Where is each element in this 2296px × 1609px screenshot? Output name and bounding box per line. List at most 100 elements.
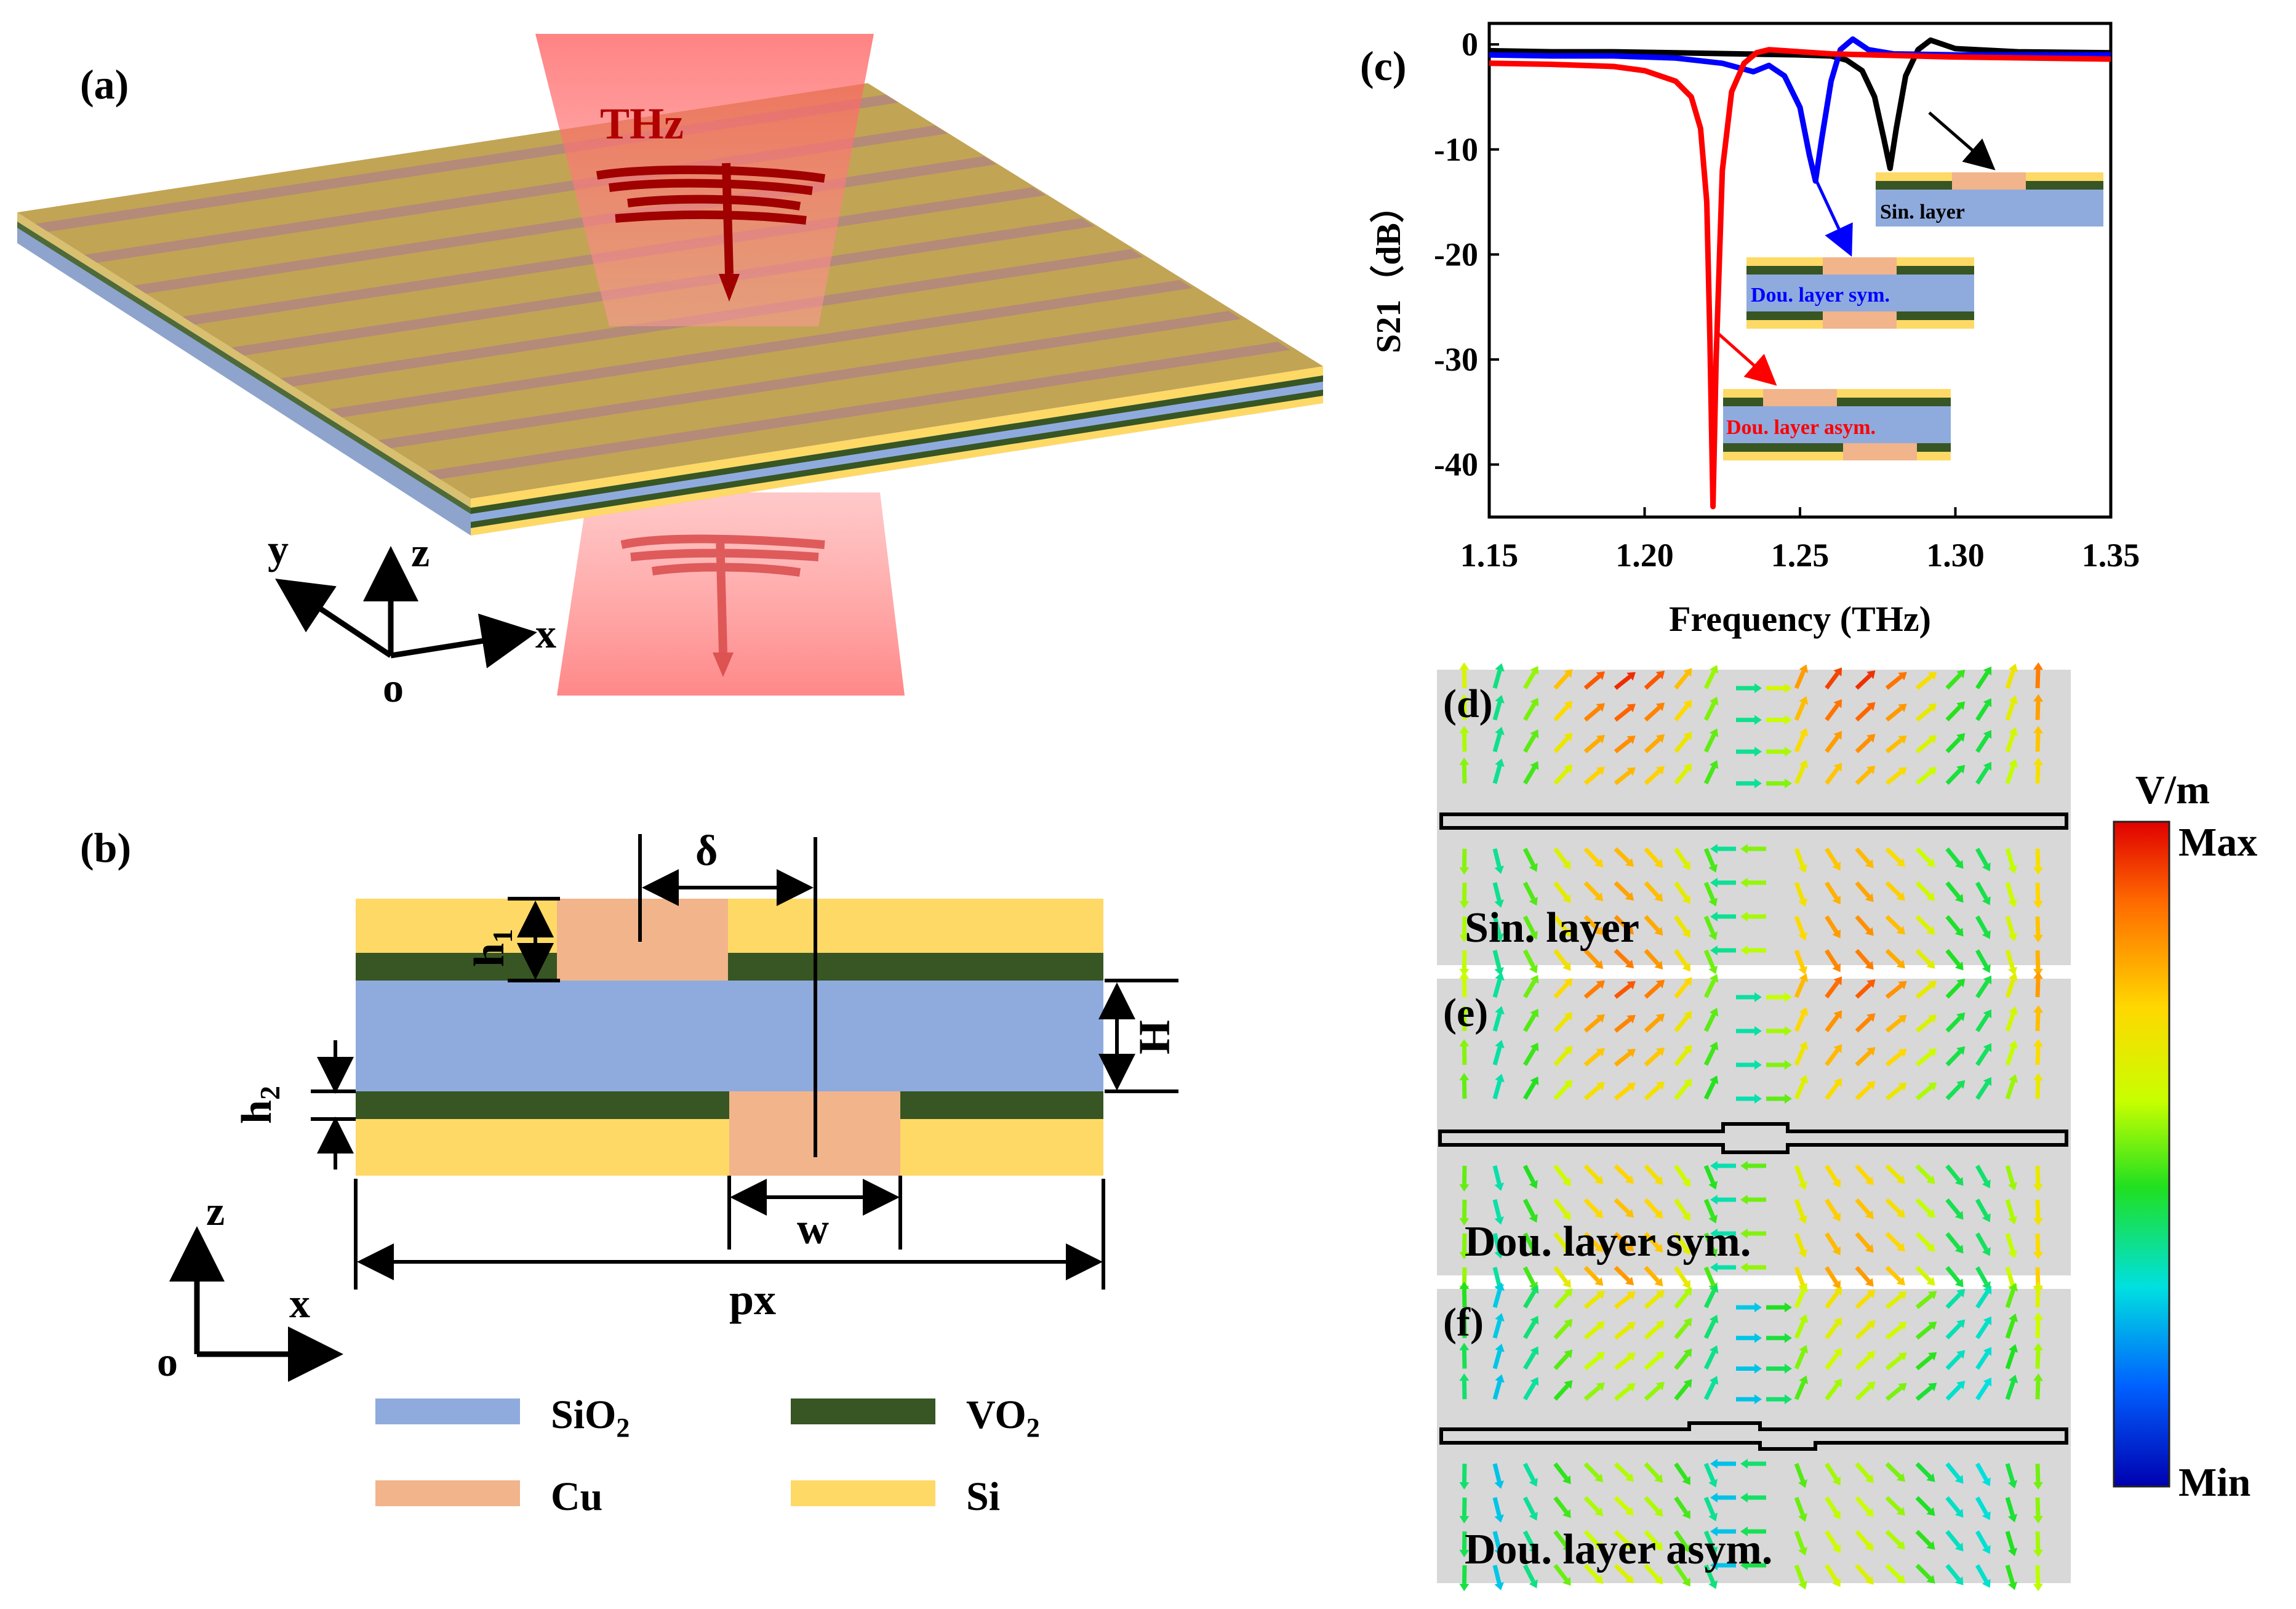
series-line-0: [1489, 37, 2111, 171]
legend-swatch-sio2: [375, 1398, 520, 1424]
field-arrow-head: [1898, 1322, 1907, 1331]
slab-outline-d: [1439, 813, 2068, 830]
field-arrow: [1855, 1530, 1871, 1547]
field-arrow: [1945, 881, 1961, 899]
field-arrow: [1553, 1292, 1569, 1309]
field-arrow-head: [2033, 1218, 2043, 1226]
field-arrow: [1583, 1563, 1600, 1580]
field-arrow: [1614, 1496, 1630, 1512]
field-arrow: [1644, 1266, 1660, 1283]
field-arrow-head: [1866, 1350, 1876, 1360]
field-arrow: [1462, 978, 1467, 998]
field-arrow: [1825, 915, 1839, 934]
field-arrow-head: [1625, 1175, 1634, 1184]
field-arrow-head: [2007, 933, 2018, 942]
field-arrow-head: [1865, 1474, 1874, 1483]
series-line-1: [1489, 36, 2111, 184]
field-arrow-head: [1530, 1042, 1539, 1052]
field-arrow-head: [1682, 1476, 1690, 1485]
field-arrow: [1644, 674, 1661, 690]
field-arrow: [1553, 1496, 1569, 1514]
field-arrow-head: [1896, 1175, 1905, 1184]
field-arrow: [2005, 882, 2015, 901]
legend-label-sio2: SiO2: [551, 1392, 630, 1443]
field-arrow: [1644, 705, 1661, 722]
field-arrow-head: [1626, 1352, 1636, 1362]
field-arrow-head: [1494, 1582, 1504, 1591]
field-arrow-head: [1709, 728, 1719, 737]
field-arrow-head: [1956, 1012, 1966, 1022]
field-arrow: [1975, 1352, 1990, 1370]
field-arrow: [1915, 1324, 1933, 1340]
field-arrow: [1855, 1323, 1872, 1340]
field-arrow: [1462, 1497, 1467, 1517]
field-arrow: [1674, 1530, 1688, 1548]
field-arrow-head: [1754, 747, 1762, 757]
field-arrow-head: [1655, 979, 1665, 989]
field-arrow: [1703, 848, 1715, 867]
field-arrow: [2005, 916, 2015, 935]
field-arrow: [1492, 670, 1502, 689]
field-arrow: [1945, 1354, 1962, 1370]
field-arrow: [2005, 950, 2015, 969]
field-arrow: [1794, 1198, 1805, 1218]
field-arrows-d: [1459, 662, 2044, 976]
field-arrow-head: [2033, 1373, 2044, 1381]
field-arrow-head: [1865, 961, 1874, 970]
axis-a-z: z: [411, 529, 430, 576]
field-arrow: [2005, 1289, 2015, 1309]
field-arrow-head: [1832, 1476, 1841, 1486]
field-arrow-head: [1625, 1277, 1634, 1286]
field-arrow: [1975, 1266, 1988, 1285]
field-arrow: [1975, 703, 1990, 721]
field-arrow-head: [1625, 960, 1634, 969]
field-arrow: [1674, 881, 1688, 899]
field-arrow: [1885, 881, 1902, 897]
field-arrow: [1703, 979, 1716, 998]
field-arrow-head: [1896, 892, 1905, 901]
slab-edge-vo2-bottom: [471, 390, 1323, 528]
field-arrow: [1703, 1530, 1715, 1549]
field-arrow: [1492, 1165, 1502, 1184]
field-arrow: [1855, 705, 1872, 722]
field-arrow: [1644, 983, 1661, 999]
field-arrow: [1975, 1382, 1990, 1401]
field-arrow: [1975, 671, 1990, 689]
field-arrow-head: [1798, 1479, 1808, 1488]
inset-asym-label: Dou. layer asym.: [1726, 416, 1876, 439]
field-arrow-head: [1710, 945, 1718, 955]
axis-a-origin: o: [383, 664, 404, 711]
field-arrow: [1522, 881, 1535, 901]
field-arrow: [1825, 1082, 1839, 1101]
field-arrow-head: [1530, 1076, 1539, 1086]
field-arrow-head: [1785, 992, 1792, 1002]
field-arrow-head: [2008, 1040, 2018, 1049]
field-arrow: [1522, 1232, 1535, 1251]
field-arrow-head: [1626, 1082, 1636, 1091]
field-arrow-head: [1596, 1352, 1606, 1361]
field-arrow-head: [1562, 1211, 1571, 1221]
field-arrow-head: [1710, 844, 1718, 854]
field-arrow-head: [1926, 926, 1935, 935]
axis-a-y: y: [268, 526, 289, 572]
field-arrow: [1644, 769, 1661, 785]
field-arrow-head: [1562, 1543, 1571, 1552]
field-arrow: [1644, 1198, 1660, 1215]
field-arrow: [1674, 915, 1688, 933]
field-arrow: [1915, 1017, 1933, 1033]
field-arrow: [1703, 1381, 1716, 1400]
field-arrow: [1674, 949, 1688, 967]
field-arrow-head: [2033, 1342, 2044, 1350]
field-arrow: [1644, 915, 1660, 932]
field-arrow-head: [1740, 1527, 1748, 1536]
inset-single-label: Sin. layer: [1880, 201, 1965, 223]
field-arrow: [1885, 738, 1903, 753]
field-arrow: [1825, 981, 1839, 999]
field-arrow-head: [1898, 1082, 1907, 1091]
field-arrow: [1522, 848, 1535, 867]
field-arrow: [1885, 770, 1903, 785]
field-arrow-head: [1832, 1280, 1841, 1290]
field-arrow-head: [1833, 1347, 1842, 1357]
field-arrow: [1614, 915, 1630, 931]
field-arrow: [1674, 1564, 1688, 1582]
